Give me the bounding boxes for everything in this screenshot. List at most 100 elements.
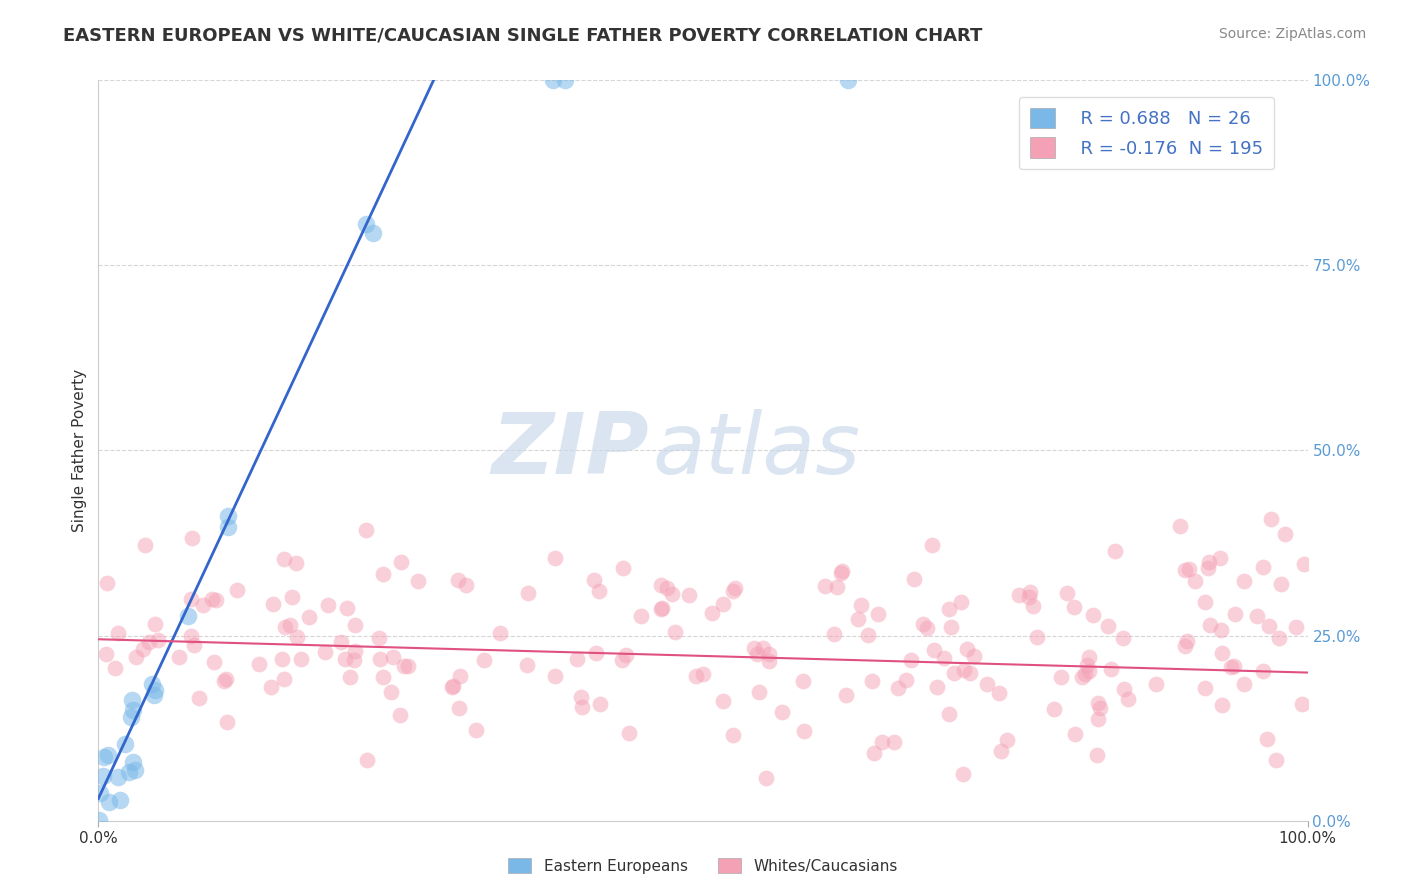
Point [651,601,673,615]
Point [87,813,110,827]
Point [343,644,366,658]
Point [1268,631,1291,645]
Point [143,682,166,697]
Point [1056,586,1078,600]
Point [887,681,910,696]
Point [449,700,471,714]
Point [1256,732,1278,747]
Point [274,620,297,634]
Point [180,629,202,643]
Point [1021,599,1043,613]
Point [1070,670,1092,684]
Point [217,714,239,729]
Point [131,641,153,656]
Point [987,686,1010,700]
Point [900,653,922,667]
Point [440,681,463,695]
Point [1007,588,1029,602]
Point [571,700,593,714]
Point [655,581,678,595]
Point [1144,676,1167,690]
Point [271,652,294,666]
Point [915,621,938,635]
Point [89,786,111,800]
Point [883,735,905,749]
Point [711,597,734,611]
Point [441,679,464,693]
Point [1049,671,1071,685]
Point [1175,634,1198,648]
Point [565,651,588,665]
Point [911,616,934,631]
Point [247,657,270,672]
Point [995,733,1018,747]
Point [118,764,141,779]
Point [938,706,960,721]
Point [1178,562,1201,576]
Point [343,652,366,666]
Point [692,666,714,681]
Point [1211,698,1233,712]
Point [167,650,190,665]
Text: Source: ZipAtlas.com: Source: ZipAtlas.com [1219,27,1367,41]
Point [952,766,974,780]
Point [204,592,226,607]
Point [1285,620,1308,634]
Point [120,710,142,724]
Point [215,672,238,686]
Point [614,648,637,662]
Point [146,632,169,647]
Point [1085,747,1108,762]
Point [617,725,640,739]
Point [1194,681,1216,696]
Point [1088,701,1111,715]
Point [188,690,211,705]
Point [180,591,202,606]
Point [1233,574,1256,588]
Point [870,735,893,749]
Point [1274,526,1296,541]
Point [330,635,353,649]
Point [612,561,634,575]
Point [285,630,308,644]
Point [583,574,606,588]
Point [544,669,567,683]
Point [1018,585,1040,599]
Point [610,652,633,666]
Point [770,706,793,720]
Point [650,578,672,592]
Point [382,650,405,665]
Point [1184,574,1206,589]
Point [589,697,612,711]
Point [97,795,120,809]
Point [963,648,986,663]
Point [380,685,402,699]
Text: atlas: atlas [652,409,860,492]
Point [541,73,564,87]
Point [114,737,136,751]
Point [371,670,394,684]
Point [814,579,837,593]
Point [1211,646,1233,660]
Point [217,508,239,523]
Point [361,226,384,240]
Y-axis label: Single Father Poverty: Single Father Poverty [72,369,87,532]
Point [134,538,156,552]
Point [278,618,301,632]
Point [97,748,120,763]
Point [121,693,143,707]
Point [758,647,780,661]
Point [932,651,955,665]
Point [1199,618,1222,632]
Point [1087,696,1109,710]
Point [143,617,166,632]
Point [685,669,707,683]
Point [1260,512,1282,526]
Point [354,217,377,231]
Point [1209,550,1232,565]
Point [942,665,965,680]
Point [488,626,510,640]
Point [678,588,700,602]
Legend: Eastern Europeans, Whites/Caucasians: Eastern Europeans, Whites/Caucasians [502,852,904,880]
Point [389,556,412,570]
